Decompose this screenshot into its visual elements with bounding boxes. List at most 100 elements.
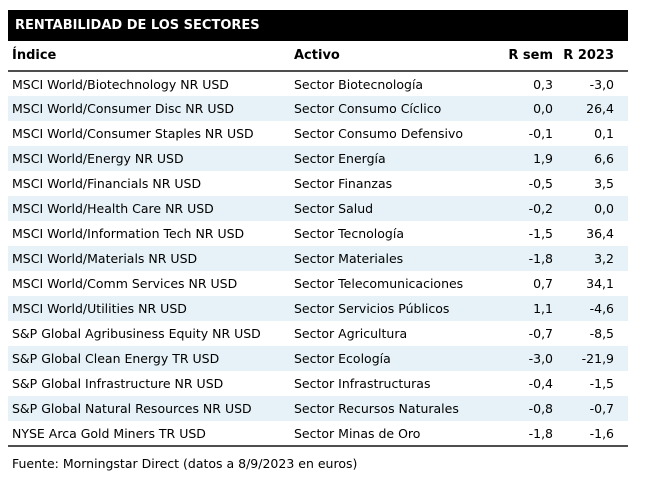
cell-r-2023: -8,5 xyxy=(589,326,614,341)
cell-activo: Sector Telecomunicaciones xyxy=(294,276,464,291)
cell-r-2023: 3,5 xyxy=(594,176,614,191)
cell-r-sem: -1,8 xyxy=(528,425,553,441)
cell-activo: Sector Finanzas xyxy=(294,176,393,191)
table-row: MSCI World/Comm Services NR USD Sector Te… xyxy=(8,271,628,296)
cell-activo: Sector Minas de Oro xyxy=(294,425,421,441)
column-header-indice: Índice xyxy=(8,41,294,72)
cell-r-sem: 1,9 xyxy=(533,151,553,166)
table-row: MSCI World/Health Care NR USD Sector Salu… xyxy=(8,196,628,221)
cell-r-2023: -4,6 xyxy=(589,301,614,316)
cell-r-sem: 0,3 xyxy=(533,76,553,92)
cell-r-sem: 1,1 xyxy=(533,301,553,316)
cell-r-2023: -3,0 xyxy=(589,76,614,92)
cell-pad xyxy=(614,396,628,421)
cell-indice: MSCI World/Materials NR USD xyxy=(12,251,198,266)
cell-pad xyxy=(614,296,628,321)
cell-r-2023: -1,5 xyxy=(589,376,614,391)
cell-pad xyxy=(614,321,628,346)
cell-indice: S&P Global Natural Resources NR USD xyxy=(12,401,252,416)
cell-r-sem: 0,7 xyxy=(533,276,553,291)
cell-r-2023: -0,7 xyxy=(589,401,614,416)
cell-indice: MSCI World/Biotechnology NR USD xyxy=(12,76,229,92)
cell-activo: Sector Consumo Defensivo xyxy=(294,126,464,141)
column-header-r-sem: R sem xyxy=(488,41,553,72)
cell-pad xyxy=(614,171,628,196)
cell-r-2023: 36,4 xyxy=(586,226,614,241)
cell-r-sem: -0,1 xyxy=(528,126,553,141)
table-row: S&P Global Agribusiness Equity NR USD Sec… xyxy=(8,321,628,346)
cell-activo: Sector Ecología xyxy=(294,351,391,366)
cell-indice: MSCI World/Comm Services NR USD xyxy=(12,276,238,291)
table-row: MSCI World/Information Tech NR USD Sector… xyxy=(8,221,628,246)
cell-r-2023: -21,9 xyxy=(581,351,614,366)
cell-indice: NYSE Arca Gold Miners TR USD xyxy=(12,425,206,441)
cell-activo: Sector Biotecnología xyxy=(294,76,424,92)
cell-r-2023: 0,1 xyxy=(594,126,614,141)
cell-indice: MSCI World/Consumer Staples NR USD xyxy=(12,126,254,141)
cell-indice: MSCI World/Financials NR USD xyxy=(12,176,202,191)
table-row: MSCI World/Materials NR USD Sector Materi… xyxy=(8,246,628,271)
cell-r-sem: 0,0 xyxy=(533,101,553,116)
cell-activo: Sector Infrastructuras xyxy=(294,376,431,391)
table-row: S&P Global Natural Resources NR USD Secto… xyxy=(8,396,628,421)
cell-activo: Sector Energía xyxy=(294,151,386,166)
cell-r-2023: 6,6 xyxy=(594,151,614,166)
cell-indice: MSCI World/Energy NR USD xyxy=(12,151,184,166)
cell-r-2023: -1,6 xyxy=(589,425,614,441)
table-row: MSCI World/Utilities NR USD Sector Servic… xyxy=(8,296,628,321)
table-header: Índice Activo R sem R 2023 xyxy=(8,41,628,72)
table-row: MSCI World/Financials NR USD Sector Finan… xyxy=(8,171,628,196)
table-row: MSCI World/Consumer Disc NR USD Sector Co… xyxy=(8,96,628,121)
cell-indice: MSCI World/Utilities NR USD xyxy=(12,301,187,316)
table-row: MSCI World/Energy NR USD Sector Energía 1,… xyxy=(8,146,628,171)
cell-pad xyxy=(614,96,628,121)
column-header-r-2023: R 2023 xyxy=(553,41,614,72)
cell-r-sem: -0,8 xyxy=(528,401,553,416)
column-header-pad xyxy=(614,41,628,72)
cell-pad xyxy=(614,346,628,371)
cell-r-2023: 3,2 xyxy=(594,251,614,266)
cell-activo: Sector Agricultura xyxy=(294,326,408,341)
cell-pad xyxy=(614,196,628,221)
cell-activo: Sector Tecnología xyxy=(294,226,404,241)
cell-indice: MSCI World/Information Tech NR USD xyxy=(12,226,245,241)
cell-indice: MSCI World/Health Care NR USD xyxy=(12,201,214,216)
sector-returns-report: RENTABILIDAD DE LOS SECTORES Índice Acti… xyxy=(8,10,628,471)
cell-r-sem: -0,5 xyxy=(528,176,553,191)
cell-indice: S&P Global Agribusiness Equity NR USD xyxy=(12,326,261,341)
cell-activo: Sector Salud xyxy=(294,201,374,216)
report-title: RENTABILIDAD DE LOS SECTORES xyxy=(8,10,628,41)
table-row: NYSE Arca Gold Miners TR USD Sector Minas… xyxy=(8,421,628,446)
cell-r-2023: 0,0 xyxy=(594,201,614,216)
table-body: MSCI World/Biotechnology NR USD Sector Bi… xyxy=(8,71,628,446)
cell-r-sem: -1,8 xyxy=(528,251,553,266)
cell-indice: S&P Global Infrastructure NR USD xyxy=(12,376,224,391)
source-note: Fuente: Morningstar Direct (datos a 8/9/… xyxy=(12,456,358,471)
cell-r-sem: -1,5 xyxy=(528,226,553,241)
cell-pad xyxy=(614,71,628,96)
table-row: S&P Global Infrastructure NR USD Sector I… xyxy=(8,371,628,396)
table-row: S&P Global Clean Energy TR USD Sector Eco… xyxy=(8,346,628,371)
cell-activo: Sector Materiales xyxy=(294,251,404,266)
cell-pad xyxy=(614,121,628,146)
column-header-activo: Activo xyxy=(294,41,488,72)
cell-pad xyxy=(614,421,628,446)
sector-returns-table: Índice Activo R sem R 2023 MSCI World/Bi… xyxy=(8,41,628,447)
cell-activo: Sector Servicios Públicos xyxy=(294,301,450,316)
cell-pad xyxy=(614,221,628,246)
cell-pad xyxy=(614,371,628,396)
cell-activo: Sector Recursos Naturales xyxy=(294,401,459,416)
cell-r-2023: 34,1 xyxy=(586,276,614,291)
cell-r-sem: -0,4 xyxy=(528,376,553,391)
cell-indice: S&P Global Clean Energy TR USD xyxy=(12,351,220,366)
cell-pad xyxy=(614,271,628,296)
cell-indice: MSCI World/Consumer Disc NR USD xyxy=(12,101,235,116)
cell-r-2023: 26,4 xyxy=(586,101,614,116)
cell-r-sem: -0,7 xyxy=(528,326,553,341)
cell-r-sem: -0,2 xyxy=(528,201,553,216)
cell-pad xyxy=(614,246,628,271)
cell-activo: Sector Consumo Cíclico xyxy=(294,101,442,116)
cell-pad xyxy=(614,146,628,171)
table-row: MSCI World/Biotechnology NR USD Sector Bi… xyxy=(8,71,628,96)
cell-r-sem: -3,0 xyxy=(528,351,553,366)
